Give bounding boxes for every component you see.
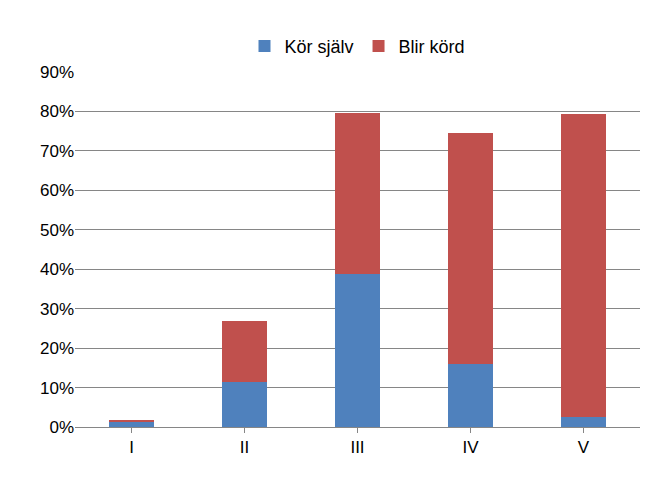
svg-text:II: II — [240, 438, 249, 457]
svg-text:IV: IV — [462, 438, 479, 457]
svg-text:I: I — [129, 438, 134, 457]
svg-text:60%: 60% — [40, 181, 74, 200]
svg-text:30%: 30% — [40, 300, 74, 319]
svg-text:40%: 40% — [40, 260, 74, 279]
svg-text:0%: 0% — [49, 418, 74, 437]
svg-text:Kör själv: Kör själv — [285, 37, 354, 57]
svg-text:Blir körd: Blir körd — [399, 37, 465, 57]
svg-text:20%: 20% — [40, 339, 74, 358]
svg-text:10%: 10% — [40, 379, 74, 398]
svg-text:70%: 70% — [40, 142, 74, 161]
svg-text:80%: 80% — [40, 102, 74, 121]
svg-text:V: V — [578, 438, 590, 457]
svg-text:90%: 90% — [40, 63, 74, 82]
svg-text:50%: 50% — [40, 221, 74, 240]
svg-text:III: III — [350, 438, 364, 457]
